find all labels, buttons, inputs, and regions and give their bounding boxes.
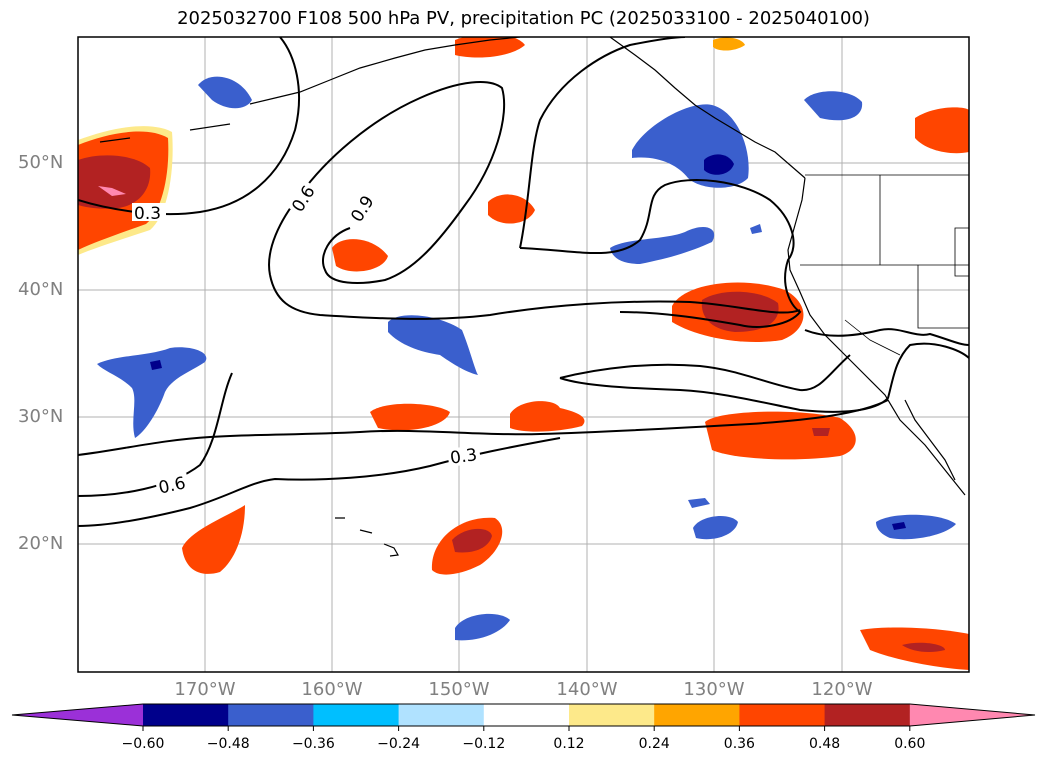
colorbar-tick-label: −0.48	[206, 736, 250, 752]
colorbar-tick-label: −0.36	[291, 736, 335, 752]
precip-positive-blob	[78, 126, 173, 255]
precip-negative-blob	[688, 498, 710, 508]
lon-label-140w: 140°W	[556, 679, 618, 700]
colorbar-tick-label: 0.24	[638, 736, 670, 752]
precip-negative-blob	[876, 514, 956, 540]
map-title: 2025032700 F108 500 hPa PV, precipitatio…	[177, 8, 870, 29]
precip-positive-blob	[915, 107, 969, 154]
political-borders	[800, 174, 969, 356]
precip-negative-blob	[388, 315, 478, 375]
colorbar-extend-max	[909, 704, 1035, 726]
colorbar-extend-min	[12, 704, 143, 726]
map-frame	[77, 36, 970, 673]
colorbar-segment	[143, 704, 229, 726]
precip-positive-blob	[182, 505, 245, 574]
lon-label-170w: 170°W	[174, 679, 236, 700]
lon-label-160w: 160°W	[301, 679, 363, 700]
precip-negative-blob	[198, 76, 252, 109]
colorbar-tick-label: 0.36	[723, 736, 755, 752]
lon-label-130w: 130°W	[683, 679, 745, 700]
precip-positive-blob	[488, 194, 535, 224]
precip-negative-blob	[97, 347, 207, 438]
colorbar-tick-label: 0.12	[553, 736, 585, 752]
precip-positive-blob	[713, 37, 745, 51]
precip-negative-blob	[632, 104, 749, 188]
colorbar-segment	[654, 704, 740, 726]
contour-label-3: 0.6	[157, 473, 188, 498]
colorbar-segment	[824, 704, 911, 726]
lon-label-150w: 150°W	[428, 679, 490, 700]
precip-positive-blob	[705, 411, 856, 460]
colorbar-segment	[398, 704, 485, 726]
colorbar-segment	[569, 704, 655, 726]
colorbar-tick-label: 0.60	[894, 736, 926, 752]
lat-label-40n: 40°N	[18, 279, 64, 300]
lat-label-20n: 20°N	[18, 533, 64, 554]
precip-positive-blob	[431, 517, 503, 575]
precip-positive-blob	[860, 627, 969, 670]
precip-negative-blob	[610, 227, 715, 264]
lat-label-50n: 50°N	[18, 152, 64, 173]
precip-positive-blob	[510, 401, 585, 432]
lon-label-120w: 120°W	[811, 679, 873, 700]
precip-negative-blob	[804, 91, 863, 121]
colorbar-segment	[739, 704, 826, 726]
gridlines	[78, 37, 969, 672]
colorbar-segment	[483, 704, 570, 726]
contour-label-4: 0.3	[449, 445, 479, 469]
precip-positive-blob	[370, 403, 450, 431]
colorbar-tick-label: 0.48	[809, 736, 841, 752]
colorbar-segment	[313, 704, 400, 726]
lat-label-30n: 30°N	[18, 406, 64, 427]
colorbar-tick-label: −0.24	[377, 736, 421, 752]
precip-negative-blob	[693, 516, 738, 540]
colorbar-tick-label: −0.60	[121, 736, 165, 752]
colorbar-segment	[228, 704, 314, 726]
colorbar-tick-label: −0.12	[462, 736, 506, 752]
precip-negative-blob	[455, 613, 510, 641]
colorbar	[11, 703, 1036, 731]
contour-label-0: 0.3	[134, 204, 161, 224]
precip-positive-blob	[332, 239, 388, 272]
precip-negative-blob	[750, 224, 762, 234]
